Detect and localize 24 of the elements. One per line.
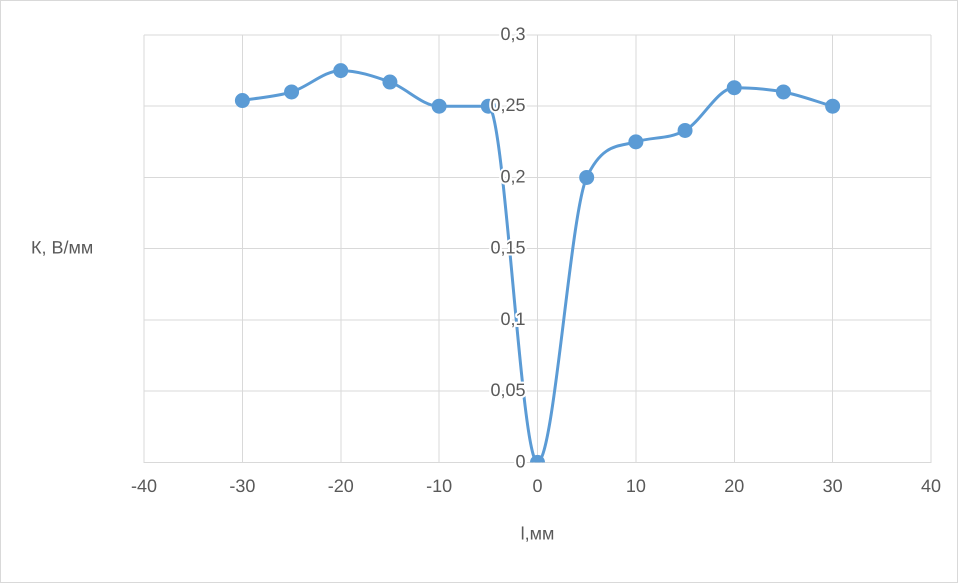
- x-tick-label: 30: [822, 476, 843, 496]
- x-tick-label: 10: [626, 476, 646, 496]
- y-tick-label: 0: [515, 451, 526, 472]
- point: [579, 170, 594, 185]
- point: [333, 63, 348, 78]
- point: [284, 84, 300, 100]
- point: [234, 93, 250, 108]
- x-tick-label: 0: [532, 476, 543, 496]
- point: [628, 134, 644, 150]
- point: [432, 98, 447, 114]
- point: [678, 122, 693, 138]
- y-axis-title: К, В/мм: [31, 238, 94, 258]
- point: [825, 98, 840, 114]
- point: [726, 80, 742, 96]
- x-tick-label: -30: [229, 476, 256, 496]
- x-axis-title: l,мм: [520, 523, 554, 544]
- x-tick-label: -40: [130, 476, 158, 496]
- x-tick-label: -10: [426, 476, 452, 496]
- x-tick-label: 20: [724, 476, 744, 496]
- x-tick-label: 40: [920, 476, 942, 496]
- point: [382, 74, 398, 90]
- y-tick-label: 0,3: [500, 24, 526, 44]
- point: [776, 84, 791, 100]
- x-tick-label: -20: [328, 476, 354, 496]
